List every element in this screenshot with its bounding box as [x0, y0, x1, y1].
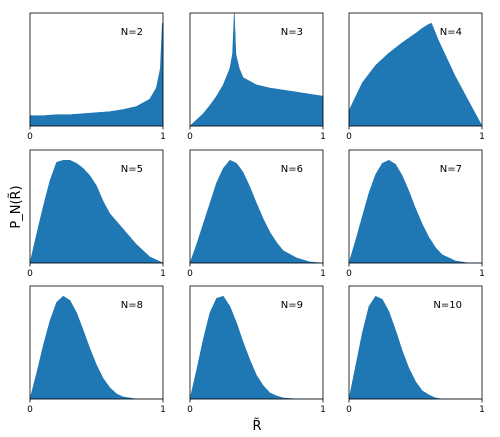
panel-n6: 0 1 N=6: [187, 149, 326, 279]
panel-frame: [348, 12, 483, 127]
panel-n3: 0 1 N=3: [187, 12, 326, 142]
panel-label: N=5: [121, 164, 143, 175]
x-tick-label: 1: [320, 269, 326, 279]
x-tick-label: 0: [346, 269, 352, 279]
panel-label: N=9: [281, 300, 303, 311]
panel-label: N=7: [440, 164, 462, 175]
panel-label: N=10: [433, 300, 462, 311]
x-tick-label: 0: [187, 132, 193, 142]
panel-n9: 0 1 N=9: [187, 285, 326, 415]
x-tick-label: 1: [160, 132, 166, 142]
area-n3: [189, 12, 324, 127]
x-tick-label: 1: [479, 269, 485, 279]
panel-label: N=6: [281, 164, 303, 175]
x-tick-label: 1: [320, 405, 326, 415]
x-axis-label: R̃: [252, 419, 261, 434]
panel-n5: 0 1 N=5: [27, 149, 166, 279]
x-tick-label: 0: [27, 269, 33, 279]
x-tick-label: 1: [479, 132, 485, 142]
x-tick-label: 0: [187, 269, 193, 279]
panel-frame: [29, 12, 164, 127]
panel-frame: [29, 285, 164, 400]
panel-n2: 0 1 N=2: [27, 12, 166, 142]
x-tick-label: 1: [320, 132, 326, 142]
panel-n7: 0 1 N=7: [346, 149, 485, 279]
area-n4: [348, 22, 483, 127]
panel-label: N=2: [121, 27, 143, 38]
area-n5: [29, 159, 164, 264]
x-tick-label: 0: [346, 405, 352, 415]
area-n10: [348, 295, 483, 400]
area-n6: [189, 159, 324, 264]
x-tick-label: 0: [346, 132, 352, 142]
panel-n10: 0 1 N=10: [346, 285, 485, 415]
area-n9: [189, 295, 324, 400]
panel-label: N=3: [281, 27, 303, 38]
x-tick-label: 0: [187, 405, 193, 415]
panel-frame: [189, 149, 324, 264]
panel-n4: 0 1 N=4: [346, 12, 485, 142]
x-tick-label: 0: [27, 405, 33, 415]
panel-frame: [29, 149, 164, 264]
area-n8: [29, 295, 164, 400]
panel-label: N=4: [440, 27, 462, 38]
x-tick-label: 1: [160, 269, 166, 279]
x-tick-label: 1: [479, 405, 485, 415]
x-tick-label: 0: [27, 132, 33, 142]
panel-frame: [189, 285, 324, 400]
panel-frame: [348, 285, 483, 400]
area-n7: [348, 159, 483, 264]
y-axis-label: P_N(R̃): [9, 185, 24, 228]
panel-frame: [348, 149, 483, 264]
area-n2: [29, 22, 164, 127]
panel-label: N=8: [121, 300, 143, 311]
panel-n8: 0 1 N=8: [27, 285, 166, 415]
panel-frame: [189, 12, 324, 127]
x-tick-label: 1: [160, 405, 166, 415]
